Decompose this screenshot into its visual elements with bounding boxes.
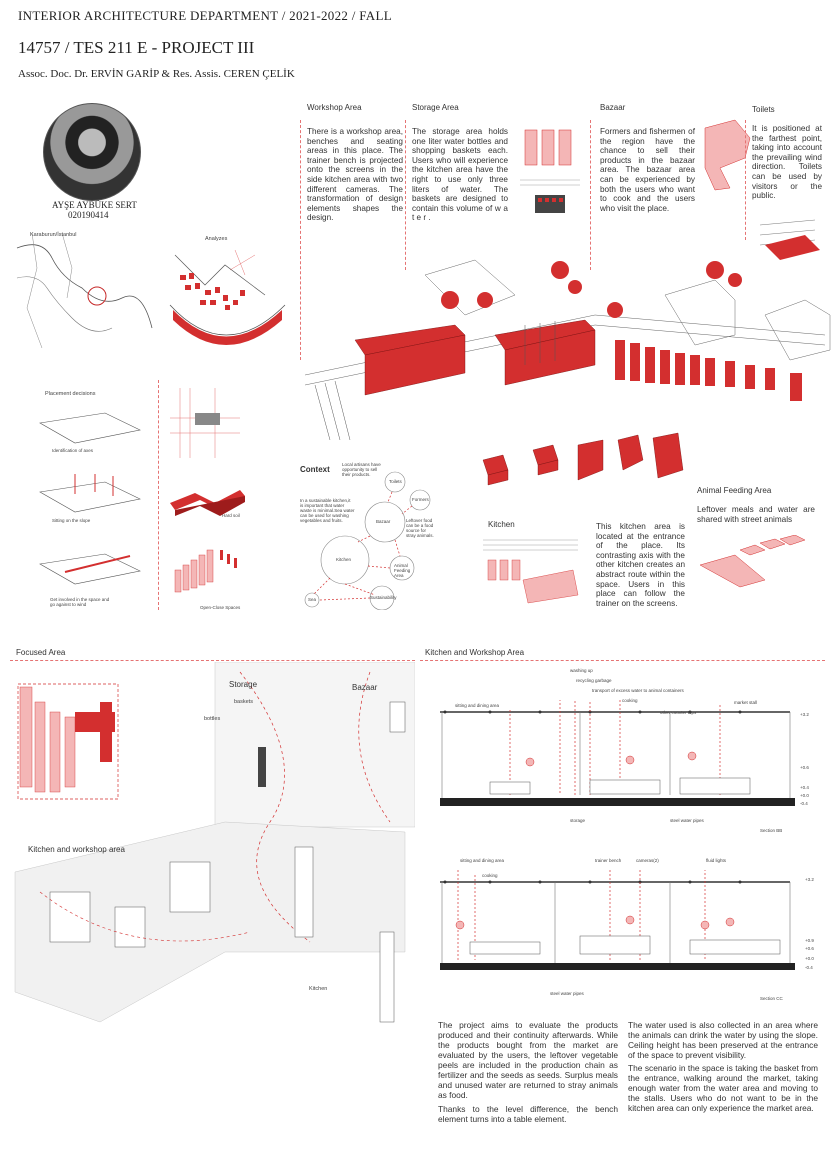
node-toilets: Toilets (389, 479, 402, 484)
storage-text: The storage area holds one liter water b… (412, 127, 508, 223)
focused-storage: Storage (229, 680, 258, 689)
cc-label-trainer: trainer bench (595, 858, 622, 863)
context-diagram: Context Local artisans have opportunity … (300, 460, 434, 610)
level-b3: +0.0 (805, 956, 814, 961)
cc-label-cooking: cooking (482, 873, 498, 878)
divider-dashed (158, 380, 159, 610)
instructors: Assoc. Doc. Dr. ERVİN GARİP & Res. Assis… (18, 68, 295, 80)
bb-label-pipes: steel water pipes (670, 818, 704, 823)
bb-label-storage: storage (570, 818, 586, 823)
step4-label: Hard soil (222, 513, 240, 518)
cc-label-sitting: sitting and dining area (460, 858, 505, 863)
site-map (16, 232, 153, 349)
storage-sketch (520, 129, 580, 213)
placement-step1 (39, 412, 141, 444)
placement-step2 (39, 474, 141, 513)
storage-title: Storage Area (412, 103, 459, 112)
level-b2: +0.6 (805, 946, 814, 951)
step3-label: Get involved in the space and go against… (50, 597, 110, 607)
context-note3: Leftover food can be a food source for s… (406, 518, 434, 538)
level-a1: +0.6 (800, 765, 809, 770)
focused-bottles: bottles (204, 716, 221, 722)
node-bazaar: Bazaar (376, 519, 391, 524)
focused-bazaar: Bazaar (352, 683, 378, 692)
workshop-title: Workshop Area (307, 103, 362, 112)
bb-label-recycling: recycling garbage (576, 678, 612, 683)
focused-title: Focused Area (16, 648, 66, 657)
node-formers: Formers (412, 497, 429, 502)
cc-label-lights: fluid lights (706, 858, 727, 863)
context-title: Context (300, 465, 330, 474)
placement-diagram-wind (170, 388, 240, 458)
level-b0: +3.2 (805, 877, 814, 882)
level-a3: +0.0 (800, 793, 809, 798)
placement-title: Placement decisions (45, 391, 96, 397)
level-a4: -0.4 (800, 801, 808, 806)
focused-plan (14, 662, 415, 1023)
bb-label-counter: other counter tops (660, 710, 697, 715)
department-header: INTERIOR ARCHITECTURE DEPARTMENT / 2021-… (18, 8, 392, 23)
animal-title: Animal Feeding Area (697, 486, 772, 495)
kitchen-title: Kitchen (488, 520, 515, 529)
analyzes-diagram (169, 249, 286, 345)
toilets-title: Toilets (752, 105, 775, 114)
workshop-text: There is a workshop area, benches and se… (307, 127, 403, 223)
bb-label-sitting: sitting and dining area (455, 703, 500, 708)
bb-label-transport: transport of excess water to animal cont… (592, 688, 684, 693)
toilets-sketch (759, 219, 820, 260)
step5-label: Open-Close Spaces (200, 605, 241, 610)
course-title: 14757 / TES 211 E - PROJECT III (18, 38, 255, 57)
kitchen-text: This kitchen area is located at the entr… (596, 522, 685, 608)
focused-kitchen-workshop: Kitchen and workshop area (28, 845, 125, 854)
step2-label: Sitting on the slope (52, 518, 91, 523)
bottom-col2-p2: The scenario in the space is taking the … (628, 1063, 818, 1113)
bottom-col1-p1: The project aims to evaluate the product… (438, 1020, 618, 1100)
kitchen-axonometric (482, 432, 684, 486)
section-cc (440, 870, 795, 970)
kitchen-sketch (483, 539, 579, 604)
cc-label-pipes: steel water pipes (550, 991, 584, 996)
placement-step4 (170, 490, 245, 516)
animal-sketch (699, 535, 806, 588)
bottom-col1-p2: Thanks to the level difference, the benc… (438, 1104, 618, 1124)
section-bb-name: Section BB (760, 828, 783, 833)
step1-label: Identification of axes (52, 448, 94, 453)
context-note2: In a sustainable kitchen,it is important… (300, 498, 355, 523)
focused-kitchen: Kitchen (309, 986, 328, 992)
student-number: 020190414 (68, 210, 109, 220)
placement-step5 (174, 549, 237, 593)
node-sustainability: Sustainability (370, 595, 397, 600)
node-kitchen: Kitchen (336, 557, 352, 562)
cc-label-cameras: cameras(2) (636, 858, 659, 863)
toilets-text: It is positioned at the farthest point, … (752, 124, 822, 201)
level-b4: -0.4 (805, 965, 813, 970)
map-label: Karaburun/İstanbul (30, 232, 77, 238)
bazaar-title: Bazaar (600, 103, 626, 112)
bb-label-washing: washing up (570, 668, 593, 673)
analyzes-label: Analyzes (205, 236, 228, 242)
bazaar-sketch (704, 119, 751, 191)
bb-label-cooking: cooking (622, 698, 638, 703)
bazaar-text: Formers and fishermen of the region have… (600, 127, 695, 213)
level-b1: +0.9 (805, 938, 814, 943)
animal-text: Leftover meals and water are shared with… (697, 505, 815, 524)
student-name: AYŞE AYBÜKE SERT (52, 200, 137, 210)
bb-label-market: market stall (734, 700, 758, 705)
sections-title: Kitchen and Workshop Area (425, 648, 525, 657)
level-a0: +3.2 (800, 712, 809, 717)
student-portrait (43, 103, 141, 201)
context-note1: Local artisans have opportunity to sell … (342, 462, 381, 477)
focused-baskets: baskets (234, 699, 253, 705)
section-cc-name: Section CC (760, 996, 783, 1001)
level-a2: +0.4 (800, 785, 809, 790)
axonometric-main (304, 259, 831, 441)
bottom-col2-p1: The water used is also collected in an a… (628, 1020, 818, 1060)
placement-step3 (39, 553, 141, 585)
node-animal: Animal Feeding Area (394, 563, 411, 578)
section-bb (440, 700, 795, 806)
node-sea: Sea (308, 597, 317, 602)
